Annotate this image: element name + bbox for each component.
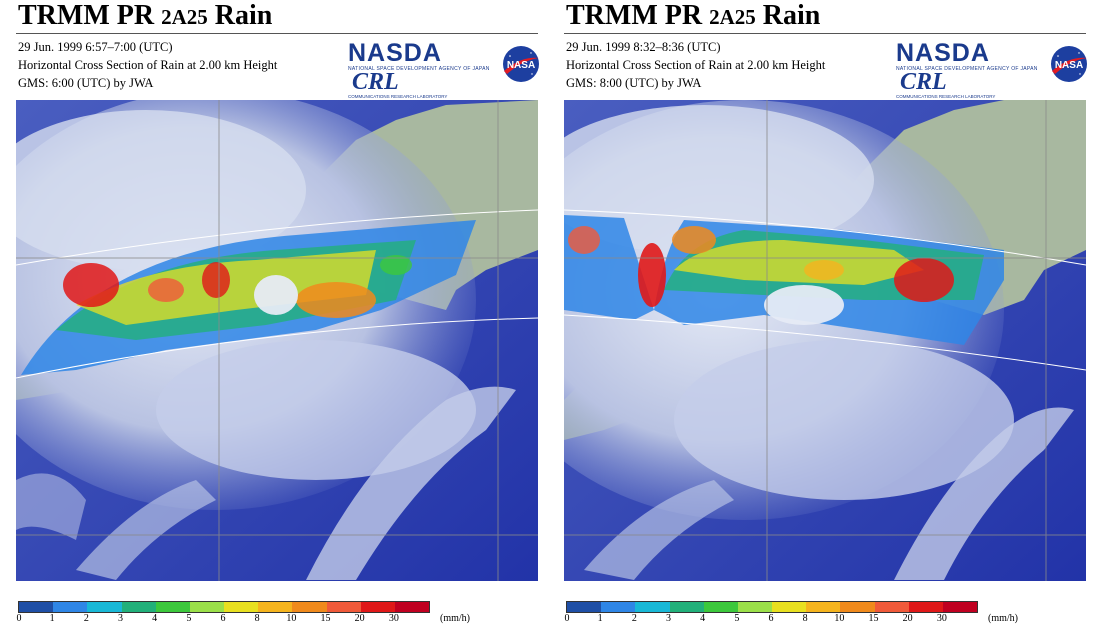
info-text: 29 Jun. 1999 8:32–8:36 (UTC) Horizontal … [566, 38, 825, 92]
colorbar-segment [360, 602, 395, 612]
colorbar-tick-label: (mm/h) [988, 613, 1018, 624]
gms-line: GMS: 6:00 (UTC) by JWA [18, 76, 154, 90]
colorbar-segment [189, 602, 225, 612]
colorbar-tick-label: 5 [186, 613, 192, 624]
colorbar-segment [908, 602, 943, 612]
colorbar-tick-label: 1 [49, 613, 55, 624]
crl-logo: CRL [352, 69, 399, 95]
colorbar-segment [635, 602, 670, 612]
colorbar-segment [567, 602, 602, 612]
colorbar-tick-label: 10 [286, 613, 297, 624]
colorbar-tick-label: 3 [118, 613, 123, 624]
panel-right: TRMM PR 2A25 Rain 29 Jun. 1999 8:32–8:36… [564, 0, 1094, 630]
colorbar-tick-label: 0 [564, 613, 570, 624]
title-rule [564, 33, 1086, 34]
colorbar-tick-label: 8 [802, 613, 808, 624]
colorbar-tick-label: 15 [320, 613, 331, 624]
colorbar-tick-label: 3 [666, 613, 671, 624]
colorbar-tick-label: 6 [768, 613, 774, 624]
crl-logo-subtitle: COMMUNICATIONS RESEARCH LABORATORY [348, 94, 448, 99]
section-line: Horizontal Cross Section of Rain at 2.00… [566, 58, 826, 72]
colorbar-tick-label: 10 [834, 613, 845, 624]
colorbar-segment [155, 602, 190, 612]
gms-line: GMS: 8:00 (UTC) by JWA [566, 76, 702, 90]
svg-text:NASA: NASA [507, 60, 535, 71]
colorbar-segment [224, 602, 259, 612]
section-line: Horizontal Cross Section of Rain at 2.00… [18, 58, 278, 72]
colorbar-segment [121, 602, 156, 612]
colorbar-segment [737, 602, 773, 612]
colorbar-segment [806, 602, 841, 612]
colorbar-tick-label: (mm/h) [440, 613, 470, 624]
colorbar-tick-label: 2 [83, 613, 89, 624]
colorbar-segment [87, 602, 122, 612]
colorbar-ticks: 0 1 2 3 4 5 6 8 10 15 20 30 (mm/h) [564, 613, 1019, 627]
colorbar-segment [53, 602, 88, 612]
colorbar-segment [394, 602, 430, 612]
colorbar-tick-label: 20 [354, 613, 365, 624]
colorbar-segment [669, 602, 704, 612]
colorbar-segment [19, 602, 54, 612]
colorbar-segment [772, 602, 807, 612]
logos: NASDA NATIONAL SPACE DEVELOPMENT AGENCY … [894, 40, 1094, 100]
colorbar-tick-label: 2 [631, 613, 637, 624]
colorbar-segment [840, 602, 875, 612]
colorbar-segment [942, 602, 978, 612]
title-rule [16, 33, 538, 34]
nasa-logo-icon: NASA [1051, 46, 1087, 82]
colorbar-tick-label: 4 [700, 613, 706, 624]
crl-logo-subtitle: COMMUNICATIONS RESEARCH LABORATORY [896, 94, 996, 99]
panel-left: TRMM PR 2A25 Rain 29 Jun. 1999 6:57–7:00… [16, 0, 546, 630]
colorbar-tick-label: 5 [734, 613, 740, 624]
colorbar-ticks: 0 1 2 3 4 5 6 8 10 15 20 30 (mm/h) [16, 613, 471, 627]
colorbar-tick-label: 15 [868, 613, 879, 624]
nasda-logo: NASDA [348, 39, 442, 67]
colorbar-tick-label: 1 [597, 613, 603, 624]
colorbar-segment [326, 602, 361, 612]
panel-title: TRMM PR 2A25 Rain [566, 0, 821, 31]
rain-map [564, 100, 1086, 581]
panel-title: TRMM PR 2A25 Rain [18, 0, 273, 31]
colorbar-tick-label: 8 [254, 613, 260, 624]
colorbar-tick-label: 30 [388, 613, 399, 624]
nasda-logo-subtitle: NATIONAL SPACE DEVELOPMENT AGENCY OF JAP… [348, 66, 490, 72]
rain-rate-colorbar [566, 601, 978, 613]
logos: NASDA NATIONAL SPACE DEVELOPMENT AGENCY … [346, 40, 546, 100]
nasa-logo-icon: NASA [503, 46, 539, 82]
info-text: 29 Jun. 1999 6:57–7:00 (UTC) Horizontal … [18, 38, 277, 92]
colorbar-segment [703, 602, 738, 612]
svg-text:NASA: NASA [1055, 60, 1083, 71]
colorbar-tick-label: 6 [220, 613, 226, 624]
rain-map [16, 100, 538, 581]
colorbar-tick-label: 30 [936, 613, 947, 624]
colorbar-tick-label: 0 [16, 613, 22, 624]
colorbar-tick-label: 4 [152, 613, 158, 624]
colorbar-segment [258, 602, 293, 612]
time-line: 29 Jun. 1999 8:32–8:36 (UTC) [566, 40, 721, 54]
time-line: 29 Jun. 1999 6:57–7:00 (UTC) [18, 40, 173, 54]
crl-logo: CRL [900, 69, 947, 95]
rain-rate-colorbar [18, 601, 430, 613]
nasda-logo-subtitle: NATIONAL SPACE DEVELOPMENT AGENCY OF JAP… [896, 66, 1038, 72]
colorbar-tick-label: 20 [902, 613, 913, 624]
colorbar-segment [292, 602, 327, 612]
rain-swath [564, 215, 1004, 345]
colorbar-segment [874, 602, 909, 612]
colorbar-segment [601, 602, 636, 612]
nasda-logo: NASDA [896, 39, 990, 67]
rain-swath [21, 220, 476, 375]
